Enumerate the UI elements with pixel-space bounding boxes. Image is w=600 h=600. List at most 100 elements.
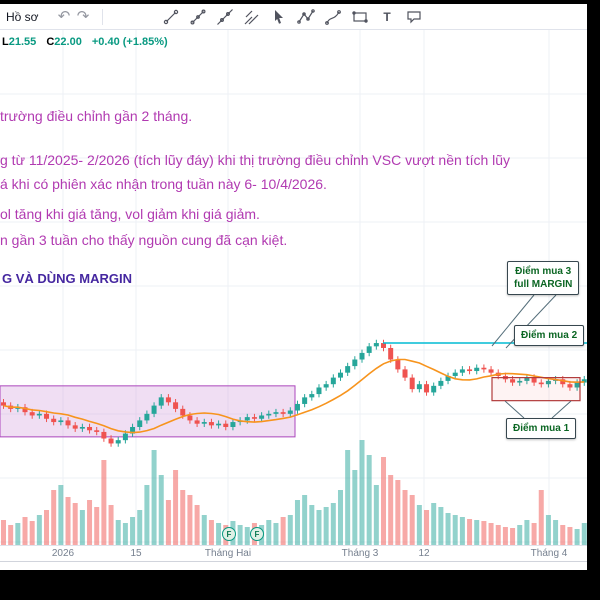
event-marker-icon[interactable]: F [222, 527, 236, 541]
volume-bar [545, 515, 551, 545]
time-tick: Tháng Hai [204, 548, 252, 559]
undo-icon[interactable]: ↶ [57, 8, 71, 25]
candle-body [431, 385, 437, 393]
candle-body [72, 425, 78, 429]
buy-point-text: Điểm mua 2 [521, 330, 578, 341]
candle-body [51, 418, 57, 423]
volume-bar [409, 495, 415, 545]
candle-body [531, 377, 537, 383]
candle-body [173, 402, 179, 409]
drawing-tools: T [158, 6, 428, 28]
volume-bar [158, 475, 164, 545]
volume-bar [481, 521, 487, 545]
candle-body [409, 377, 415, 390]
candle-body [510, 379, 516, 383]
candle-body [402, 369, 408, 378]
curve-icon[interactable] [320, 6, 347, 28]
candle-body [36, 413, 42, 416]
volume-bar [474, 520, 480, 545]
volume-bar [87, 500, 93, 545]
candle-body [158, 397, 164, 406]
candle-body [337, 372, 343, 378]
candle-body [445, 375, 451, 381]
profile-menu[interactable]: Hồ sơ [6, 9, 39, 24]
volume-bar [194, 505, 200, 545]
extended-line-icon[interactable] [212, 6, 239, 28]
candle-body [452, 372, 458, 376]
polyline-icon[interactable] [293, 6, 320, 28]
volume-bar [51, 490, 57, 545]
candle-body [459, 369, 465, 373]
volume-bar [273, 523, 279, 545]
candle-body [122, 433, 128, 441]
legend-low-value: 21.55 [8, 36, 37, 48]
candle-body [251, 417, 257, 419]
candle-body [79, 426, 85, 429]
chart-canvas[interactable] [0, 30, 588, 545]
candle-body [208, 422, 214, 426]
volume-bar [101, 460, 107, 545]
volume-bar [165, 500, 171, 545]
candle-body [151, 405, 157, 414]
candle-body [581, 379, 587, 383]
candle-body [416, 384, 422, 390]
candle-body [524, 377, 530, 381]
candle-body [545, 380, 551, 385]
candle-body [567, 384, 573, 388]
volume-bar [502, 527, 508, 545]
volume-bar [280, 517, 286, 545]
callout-icon[interactable] [401, 6, 428, 28]
volume-bar [130, 517, 136, 545]
candle-body [345, 366, 351, 373]
cursor-arrow-icon[interactable] [266, 6, 293, 28]
candle-body [58, 420, 64, 423]
volume-bar [173, 470, 179, 545]
volume-bar [323, 507, 329, 545]
pitchfork-icon[interactable] [239, 6, 266, 28]
volume-bar [208, 520, 214, 545]
candle-body [94, 430, 100, 432]
candle-body [259, 415, 265, 419]
candle-body [538, 382, 544, 385]
app-window [0, 4, 587, 570]
volume-bar [345, 450, 351, 545]
text-icon[interactable]: T [374, 6, 401, 28]
candle-body [101, 431, 107, 439]
time-axis[interactable]: 2026 15 Tháng Hai Tháng 3 12 Tháng 4 [0, 545, 587, 562]
time-tick: Tháng 3 [341, 548, 379, 559]
candle-body [352, 359, 358, 367]
legend-close-value: 22.00 [54, 36, 82, 48]
volume-bar [180, 490, 186, 545]
candle-body [323, 384, 329, 388]
candle-body [302, 397, 308, 404]
pullback-box [491, 377, 581, 402]
candle-body [366, 346, 372, 353]
trend-line-icon[interactable] [158, 6, 185, 28]
info-line-icon[interactable] [185, 6, 212, 28]
volume-bar [495, 525, 501, 545]
buy-point-label-3[interactable]: Điểm mua 3 full MARGIN [507, 261, 580, 295]
volume-bar [395, 480, 401, 545]
event-marker-icon[interactable]: F [250, 527, 264, 541]
buy-point-label-1[interactable]: Điểm mua 1 [506, 418, 577, 439]
volume-bar [44, 510, 50, 545]
candle-body [438, 380, 444, 386]
time-tick: Tháng 4 [530, 548, 568, 559]
rectangle-icon[interactable] [347, 6, 374, 28]
candle-body [15, 407, 21, 409]
volume-bar [294, 500, 300, 545]
candle-body [517, 380, 523, 383]
volume-bar [137, 510, 143, 545]
volume-bar [524, 520, 530, 545]
candle-body [29, 412, 35, 416]
volume-bar [302, 495, 308, 545]
volume-bar [151, 450, 157, 545]
volume-bar [287, 515, 293, 545]
redo-icon[interactable]: ↷ [76, 8, 90, 25]
buy-point-label-2[interactable]: Điểm mua 2 [514, 325, 585, 346]
candle-body [316, 387, 322, 395]
volume-bar [122, 523, 128, 545]
candle-body [488, 369, 494, 373]
